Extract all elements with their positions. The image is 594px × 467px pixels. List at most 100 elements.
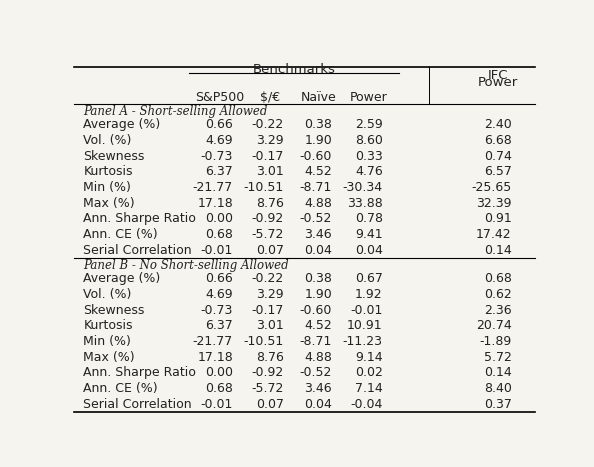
- Text: 32.39: 32.39: [476, 197, 511, 210]
- Text: Max (%): Max (%): [83, 197, 135, 210]
- Text: Min (%): Min (%): [83, 181, 131, 194]
- Text: -10.51: -10.51: [244, 181, 284, 194]
- Text: Serial Correlation: Serial Correlation: [83, 244, 192, 257]
- Text: 2.36: 2.36: [484, 304, 511, 317]
- Text: 6.68: 6.68: [484, 134, 511, 147]
- Text: 0.33: 0.33: [355, 150, 383, 163]
- Text: 1.90: 1.90: [304, 134, 332, 147]
- Text: 4.88: 4.88: [304, 351, 332, 364]
- Text: -5.72: -5.72: [251, 382, 284, 395]
- Text: -0.92: -0.92: [251, 366, 284, 379]
- Text: Serial Correlation: Serial Correlation: [83, 398, 192, 410]
- Text: -0.60: -0.60: [299, 150, 332, 163]
- Text: -0.73: -0.73: [201, 150, 233, 163]
- Text: -0.22: -0.22: [251, 272, 284, 285]
- Text: -0.73: -0.73: [201, 304, 233, 317]
- Text: 3.01: 3.01: [256, 319, 284, 333]
- Text: 4.52: 4.52: [304, 319, 332, 333]
- Text: 6.57: 6.57: [484, 165, 511, 178]
- Text: Vol. (%): Vol. (%): [83, 134, 132, 147]
- Text: 0.04: 0.04: [304, 398, 332, 410]
- Text: Ann. CE (%): Ann. CE (%): [83, 228, 158, 241]
- Text: 0.74: 0.74: [484, 150, 511, 163]
- Text: -8.71: -8.71: [299, 181, 332, 194]
- Text: 0.04: 0.04: [304, 244, 332, 257]
- Text: 0.38: 0.38: [304, 272, 332, 285]
- Text: 0.68: 0.68: [205, 382, 233, 395]
- Text: Ann. CE (%): Ann. CE (%): [83, 382, 158, 395]
- Text: 8.40: 8.40: [484, 382, 511, 395]
- Text: S&P500: S&P500: [195, 91, 244, 104]
- Text: 0.37: 0.37: [484, 398, 511, 410]
- Text: 0.67: 0.67: [355, 272, 383, 285]
- Text: -21.77: -21.77: [193, 335, 233, 348]
- Text: 0.66: 0.66: [206, 119, 233, 131]
- Text: 0.68: 0.68: [205, 228, 233, 241]
- Text: Skewness: Skewness: [83, 304, 145, 317]
- Text: 3.29: 3.29: [256, 134, 284, 147]
- Text: 7.14: 7.14: [355, 382, 383, 395]
- Text: 3.46: 3.46: [304, 228, 332, 241]
- Text: 0.78: 0.78: [355, 212, 383, 226]
- Text: Power: Power: [478, 76, 518, 89]
- Text: 1.92: 1.92: [355, 288, 383, 301]
- Text: Vol. (%): Vol. (%): [83, 288, 132, 301]
- Text: Average (%): Average (%): [83, 272, 161, 285]
- Text: 4.69: 4.69: [206, 134, 233, 147]
- Text: Ann. Sharpe Ratio: Ann. Sharpe Ratio: [83, 366, 197, 379]
- Text: 0.04: 0.04: [355, 244, 383, 257]
- Text: 0.14: 0.14: [484, 244, 511, 257]
- Text: -8.71: -8.71: [299, 335, 332, 348]
- Text: 0.38: 0.38: [304, 119, 332, 131]
- Text: 0.91: 0.91: [484, 212, 511, 226]
- Text: -0.17: -0.17: [251, 304, 284, 317]
- Text: Panel A - Short-selling Allowed: Panel A - Short-selling Allowed: [83, 105, 268, 118]
- Text: -0.01: -0.01: [201, 398, 233, 410]
- Text: -5.72: -5.72: [251, 228, 284, 241]
- Text: 0.00: 0.00: [205, 212, 233, 226]
- Text: 0.66: 0.66: [206, 272, 233, 285]
- Text: Ann. Sharpe Ratio: Ann. Sharpe Ratio: [83, 212, 197, 226]
- Text: -25.65: -25.65: [471, 181, 511, 194]
- Text: $/€: $/€: [260, 91, 280, 104]
- Text: 4.76: 4.76: [355, 165, 383, 178]
- Text: 0.14: 0.14: [484, 366, 511, 379]
- Text: 4.88: 4.88: [304, 197, 332, 210]
- Text: 1.90: 1.90: [304, 288, 332, 301]
- Text: -0.04: -0.04: [350, 398, 383, 410]
- Text: 3.01: 3.01: [256, 165, 284, 178]
- Text: 17.18: 17.18: [197, 197, 233, 210]
- Text: 9.14: 9.14: [355, 351, 383, 364]
- Text: 5.72: 5.72: [484, 351, 511, 364]
- Text: 17.42: 17.42: [476, 228, 511, 241]
- Text: Average (%): Average (%): [83, 119, 161, 131]
- Text: 2.59: 2.59: [355, 119, 383, 131]
- Text: 4.69: 4.69: [206, 288, 233, 301]
- Text: IFC: IFC: [488, 69, 508, 82]
- Text: 6.37: 6.37: [206, 319, 233, 333]
- Text: -1.89: -1.89: [479, 335, 511, 348]
- Text: -21.77: -21.77: [193, 181, 233, 194]
- Text: -0.01: -0.01: [201, 244, 233, 257]
- Text: Skewness: Skewness: [83, 150, 145, 163]
- Text: 0.62: 0.62: [484, 288, 511, 301]
- Text: 3.46: 3.46: [304, 382, 332, 395]
- Text: 3.29: 3.29: [256, 288, 284, 301]
- Text: -11.23: -11.23: [343, 335, 383, 348]
- Text: 0.07: 0.07: [255, 398, 284, 410]
- Text: 9.41: 9.41: [355, 228, 383, 241]
- Text: 0.02: 0.02: [355, 366, 383, 379]
- Text: Min (%): Min (%): [83, 335, 131, 348]
- Text: Kurtosis: Kurtosis: [83, 319, 133, 333]
- Text: -10.51: -10.51: [244, 335, 284, 348]
- Text: Kurtosis: Kurtosis: [83, 165, 133, 178]
- Text: 0.07: 0.07: [255, 244, 284, 257]
- Text: 4.52: 4.52: [304, 165, 332, 178]
- Text: Benchmarks: Benchmarks: [252, 64, 336, 76]
- Text: Naïve: Naïve: [301, 91, 336, 104]
- Text: 0.00: 0.00: [205, 366, 233, 379]
- Text: -0.01: -0.01: [350, 304, 383, 317]
- Text: 20.74: 20.74: [476, 319, 511, 333]
- Text: 8.60: 8.60: [355, 134, 383, 147]
- Text: Max (%): Max (%): [83, 351, 135, 364]
